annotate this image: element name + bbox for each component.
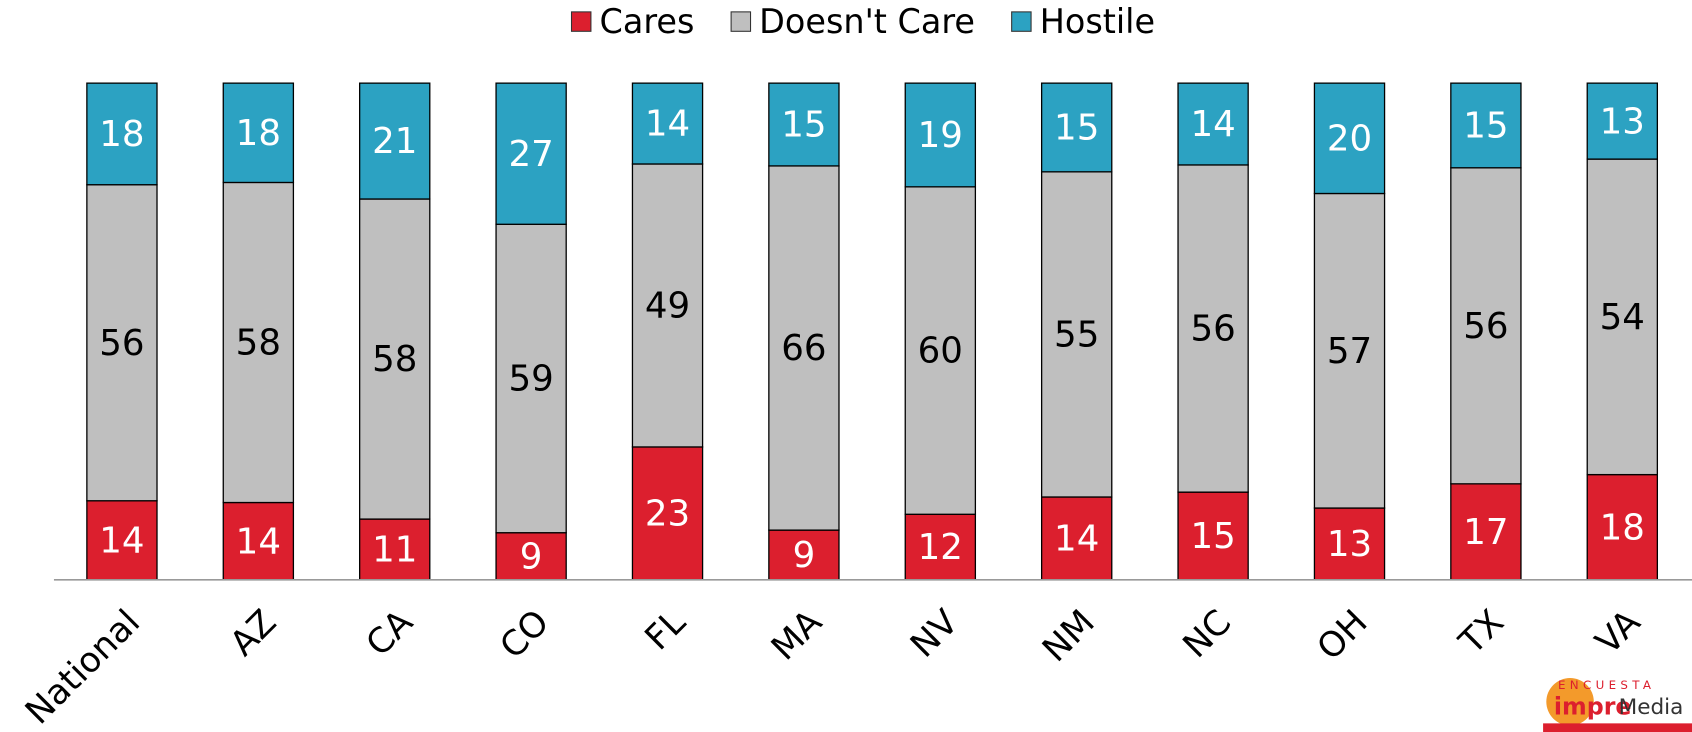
x-tick-label: TX [1451, 602, 1512, 663]
data-label: 58 [372, 339, 417, 380]
data-label: 18 [99, 114, 144, 155]
logo-top: ENCUESTA [1558, 678, 1655, 692]
data-label: 49 [645, 286, 690, 327]
bar-segment [86, 82, 158, 186]
data-label: 58 [236, 323, 281, 364]
data-label: 27 [508, 134, 553, 175]
data-label: 11 [372, 530, 417, 571]
bar-segment [222, 82, 295, 184]
bar-segment [1586, 82, 1659, 160]
bar-segment [359, 82, 431, 200]
bar-segment [631, 82, 704, 165]
x-tick-label: CA [359, 602, 421, 664]
bar-segment [1040, 171, 1113, 498]
logo-bar [1543, 723, 1692, 732]
data-label: 60 [918, 331, 963, 372]
data-label: 14 [645, 104, 690, 145]
data-label: 57 [1327, 331, 1372, 372]
bar-segment [1313, 192, 1386, 509]
data-label: 18 [1600, 507, 1645, 548]
bar-segment [1450, 167, 1522, 485]
bar-segment [631, 446, 704, 581]
data-label: 18 [236, 113, 281, 154]
legend-label: Hostile [1040, 2, 1155, 41]
bar-segment [1313, 507, 1386, 581]
bar-segment [495, 82, 567, 225]
bar-segment [768, 165, 840, 531]
bar-segment [495, 223, 567, 534]
data-label: 20 [1327, 118, 1372, 159]
bar-segment [1313, 82, 1386, 195]
legend-label: Cares [600, 2, 695, 41]
data-label: 14 [236, 521, 281, 562]
bar-segment [1040, 82, 1113, 173]
x-tick-label: CO [493, 602, 558, 667]
data-label: 14 [99, 520, 144, 561]
bar-segment [1177, 491, 1249, 581]
bar-segment [631, 163, 704, 448]
x-tick-label: VA [1588, 602, 1648, 662]
data-label: 17 [1463, 512, 1508, 553]
data-label: 55 [1054, 315, 1099, 356]
bar-segment [86, 184, 158, 502]
logo-circle [1546, 678, 1594, 726]
data-label: 15 [781, 105, 826, 146]
bar-segment [1040, 496, 1113, 581]
data-label: 59 [508, 359, 553, 400]
legend-swatch [1011, 11, 1032, 32]
legend-swatch [730, 11, 752, 32]
bar-segment [1177, 164, 1249, 493]
data-label: 12 [918, 527, 963, 568]
data-label: 56 [1463, 306, 1508, 347]
x-tick-label: NM [1035, 602, 1103, 670]
data-label: 21 [372, 121, 417, 162]
x-tick-label: NC [1176, 602, 1240, 666]
data-label: 14 [1054, 519, 1099, 560]
legend-label: Doesn't Care [759, 2, 975, 41]
bar-segment [1177, 82, 1249, 166]
data-label: 15 [1463, 106, 1508, 147]
x-tick-label: National [18, 602, 148, 732]
bar-segment [1586, 158, 1659, 476]
bar-segment [904, 186, 977, 515]
x-tick-label: OH [1310, 602, 1376, 668]
data-label: 23 [645, 494, 690, 535]
bar-segment [904, 513, 977, 581]
legend-swatch [570, 11, 592, 32]
data-label: 56 [99, 323, 144, 364]
bar-segment [359, 518, 431, 581]
bar-segment [904, 82, 977, 188]
data-label: 9 [520, 536, 543, 577]
data-label: 54 [1600, 297, 1645, 338]
logo: ENCUESTA impre Media [1543, 678, 1692, 732]
data-label: 19 [918, 115, 963, 156]
x-tick-label: AZ [223, 602, 285, 664]
bar-segment [86, 500, 158, 581]
data-label: 15 [1054, 108, 1099, 149]
x-tick-label: NV [903, 602, 966, 666]
bar-segment [768, 82, 840, 167]
logo-brand-b: Media [1619, 695, 1684, 720]
data-label: 13 [1600, 101, 1645, 142]
bar-segment [222, 181, 295, 504]
bar-segment [1450, 82, 1522, 169]
data-label: 13 [1327, 524, 1372, 565]
data-label: 66 [781, 328, 826, 369]
x-tick-label: FL [638, 602, 694, 658]
data-label: 14 [1190, 104, 1235, 145]
bar-segment [1586, 473, 1659, 581]
x-tick-label: MA [764, 602, 830, 668]
logo-brand-a: impre [1554, 693, 1632, 721]
data-label: 56 [1190, 309, 1235, 350]
bar-segment [768, 529, 840, 581]
data-label: 15 [1190, 516, 1235, 557]
bar-segment [495, 532, 567, 581]
data-label: 9 [793, 535, 816, 576]
